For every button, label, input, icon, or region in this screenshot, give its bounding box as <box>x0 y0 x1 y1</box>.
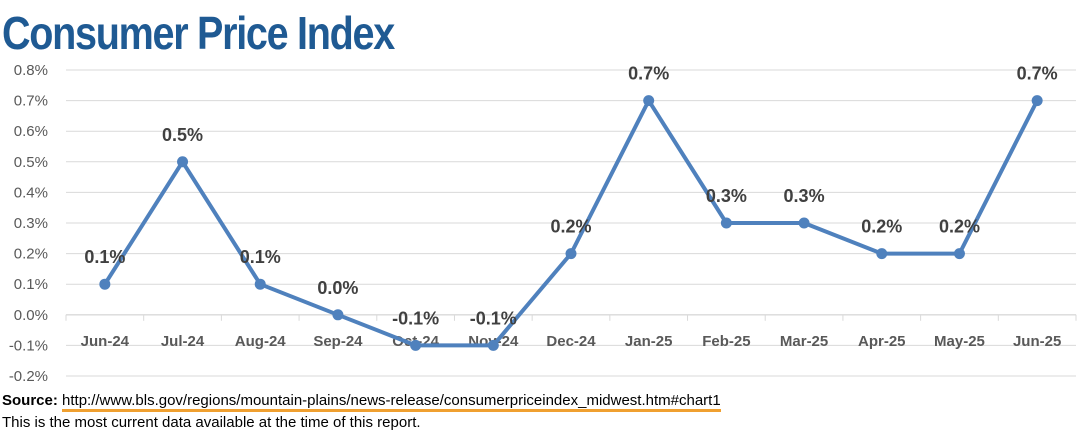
data-label: -0.1% <box>392 308 439 328</box>
data-point <box>720 217 732 229</box>
y-tick-label: 0.7% <box>14 93 48 110</box>
data-label: 0.2% <box>861 217 902 237</box>
x-tick-label: Feb-25 <box>702 333 750 350</box>
data-point <box>1031 95 1043 107</box>
data-point <box>99 278 111 290</box>
data-label: 0.3% <box>706 186 747 206</box>
y-tick-label: 0.5% <box>14 154 48 171</box>
series-line <box>99 95 1043 351</box>
x-axis-ticks: Jun-24Jul-24Aug-24Sep-24Oct-24Nov-24Dec-… <box>65 314 1077 350</box>
y-axis-ticks: 0.8% 0.7% 0.6% 0.5% 0.4% 0.3% 0.2% 0.1% 0.0% -0.1… <box>9 62 48 385</box>
gridlines <box>66 69 1076 377</box>
y-tick-label: 0.0% <box>14 307 48 324</box>
data-label: 0.0% <box>317 278 358 298</box>
x-tick-label: Jun-25 <box>1013 333 1061 350</box>
y-tick-label: 0.3% <box>14 215 48 232</box>
data-labels: 0.1% 0.5% 0.1% 0.0% -0.1% -0.1% 0.2% 0.7% 0.3% 0.… <box>84 64 1057 329</box>
y-tick-label: 0.4% <box>14 184 48 201</box>
data-label: 0.1% <box>84 247 125 267</box>
x-tick-label: Apr-25 <box>858 333 906 350</box>
data-point <box>332 309 344 321</box>
y-tick-label: 0.6% <box>14 123 48 140</box>
y-tick-label: 0.8% <box>14 62 48 79</box>
x-tick-label: Jun-24 <box>81 333 130 350</box>
data-label: -0.1% <box>470 308 517 328</box>
data-point <box>953 248 965 260</box>
data-point <box>177 156 189 168</box>
x-tick-label: Dec-24 <box>546 333 596 350</box>
data-label: 0.2% <box>939 217 980 237</box>
footnote: This is the most current data available … <box>2 414 421 431</box>
line-chart: 0.8% 0.7% 0.6% 0.5% 0.4% 0.3% 0.2% 0.1% 0.0% -0.1… <box>9 62 1077 385</box>
data-label: 0.2% <box>550 217 591 237</box>
source-label: Source: <box>2 392 58 409</box>
data-point <box>643 95 655 107</box>
x-tick-label: Jan-25 <box>625 333 673 350</box>
data-point <box>876 248 888 260</box>
source-link[interactable]: http://www.bls.gov/regions/mountain-plai… <box>62 392 721 412</box>
y-tick-label: 0.1% <box>14 276 48 293</box>
source-line: Source: http://www.bls.gov/regions/mount… <box>2 392 721 412</box>
y-tick-label: 0.2% <box>14 246 48 263</box>
x-tick-label: Aug-24 <box>235 333 286 350</box>
y-tick-label: -0.2% <box>9 368 48 385</box>
data-label: 0.1% <box>240 247 281 267</box>
data-label: 0.3% <box>784 186 825 206</box>
data-point <box>254 278 266 290</box>
x-tick-label: Mar-25 <box>780 333 828 350</box>
data-point <box>410 339 422 351</box>
x-tick-label: May-25 <box>934 333 985 350</box>
chart-title: Consumer Price Index <box>2 7 395 59</box>
data-label: 0.5% <box>162 125 203 145</box>
x-tick-label: Jul-24 <box>161 333 205 350</box>
y-tick-label: -0.1% <box>9 337 48 354</box>
data-label: 0.7% <box>628 64 669 84</box>
data-point <box>487 339 499 351</box>
data-point <box>565 248 577 260</box>
data-label: 0.7% <box>1017 64 1058 84</box>
x-tick-label: Sep-24 <box>313 333 363 350</box>
data-point <box>798 217 810 229</box>
